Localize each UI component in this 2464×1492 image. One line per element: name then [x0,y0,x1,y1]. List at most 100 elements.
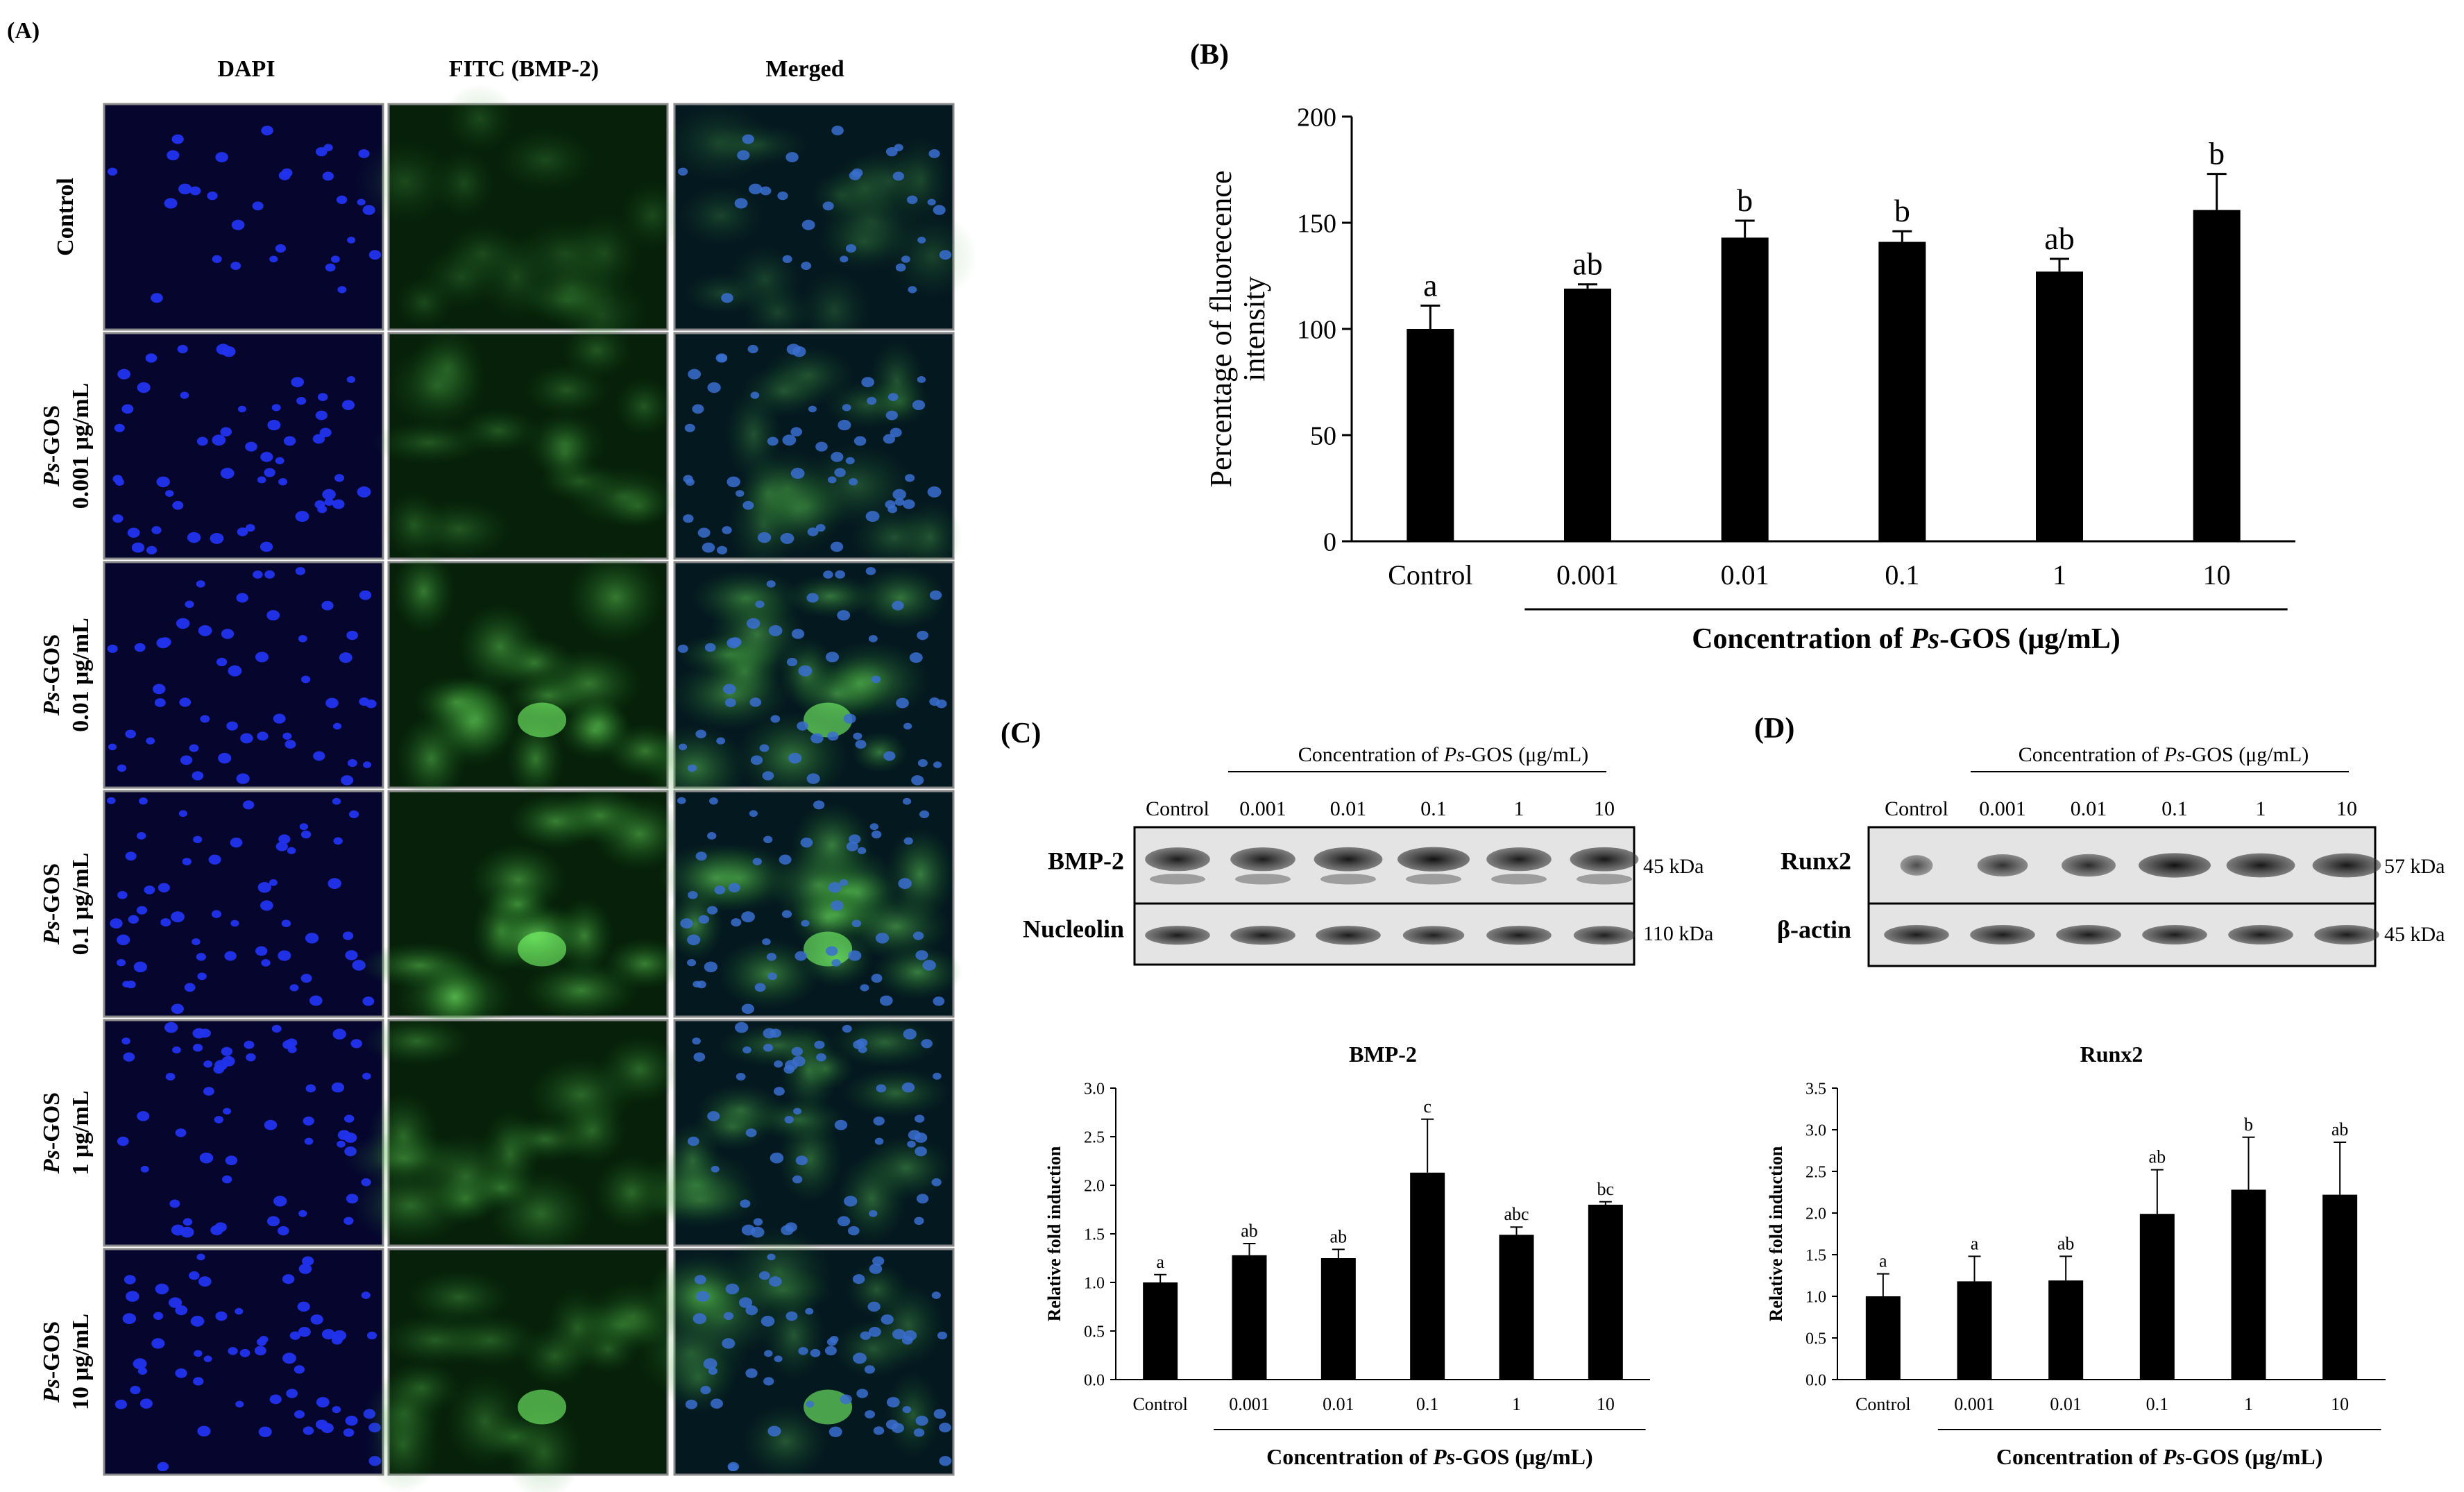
y-axis-label: Relative fold induction [1044,1146,1064,1321]
panel-b-label: (B) [1190,39,1229,71]
lane-label: 1 [1514,797,1524,820]
lane-label: 0.01 [2071,797,2107,820]
micrograph-merged [664,101,978,352]
row-label: Ps-GOS 10 μg/mL [39,1314,94,1410]
significance-letter: b [1894,193,1910,228]
protein-band [2312,853,2381,878]
y-tick-label: 50 [1310,421,1336,450]
micrograph-row [103,1226,955,1492]
lane-label: Control [1885,797,1948,820]
panel-d-western-blot: (D) Concentration of Ps-GOS (μg/mL) Cont… [1754,713,2445,967]
micrograph-fitc [343,1016,682,1258]
x-tick-label: 0.001 [1229,1394,1270,1414]
bar [1232,1255,1267,1380]
protein-band [2142,925,2207,944]
micrograph-merged [633,1226,955,1479]
column-header-dapi: DAPI [217,56,275,82]
y-tick-label: 150 [1297,209,1336,238]
x-tick-label: 0.01 [1721,559,1769,591]
x-tick-label: Control [1855,1394,1910,1414]
y-tick-label: 1.0 [1805,1288,1826,1306]
protein-band [1314,847,1383,872]
x-tick-label: 0.01 [2050,1394,2082,1414]
protein-band [1230,847,1295,872]
significance-letter: a [1423,267,1437,303]
lane-label: 1 [2256,797,2266,820]
y-tick-label: 1.0 [1084,1274,1105,1292]
row-label: Ps-GOS 0.001 μg/mL [39,383,94,509]
panel-a-label: (A) [7,18,40,44]
protein-band [1970,925,2035,944]
bar [1957,1281,1992,1380]
bar [1865,1296,1901,1380]
blot-membrane [1133,826,1635,905]
significance-letter: ab [2044,221,2074,256]
protein-band [2062,854,2116,877]
micrograph-merged [656,790,963,1018]
bar [1499,1235,1534,1380]
protein-band [2226,853,2295,878]
y-tick-label: 3.0 [1084,1080,1105,1098]
protein-band [1977,854,2028,877]
chart-b: 0 50 100 150 200 a Control ab 0.001 b 0.01 b 0.1 ab 1 b… [1204,103,2295,655]
protein-band [1397,847,1470,872]
protein-band [2314,925,2379,944]
x-tick-label: 1 [2244,1394,2253,1414]
bar [2231,1189,2266,1380]
significance-letter: b [2209,136,2225,171]
significance-letter: bc [1597,1179,1615,1199]
column-header-merged: Merged [765,56,844,82]
y-tick-label: 0.0 [1084,1371,1105,1389]
micrograph-row [103,787,963,1036]
lane-label: Control [1146,797,1209,820]
y-tick-label: 100 [1297,315,1336,344]
significance-letter: ab [2331,1119,2349,1139]
protein-band [1230,926,1295,945]
micrograph-dapi [103,1248,384,1476]
micrograph-dapi [103,103,384,331]
protein-band [1573,926,1635,945]
chart-title: BMP-2 [1349,1042,1417,1067]
bar [1721,237,1769,541]
significance-letter: b [2244,1114,2253,1135]
protein-band [1145,926,1210,945]
x-tick-label: 0.01 [1323,1394,1354,1414]
significance-letter: a [1879,1251,1887,1271]
blot-kda-label: 57 kDa [2384,855,2445,878]
blot-c-body: Control 0.001 0.01 0.1 1 10 BMP-2 45 kDa Nucleol… [1023,797,1713,966]
row-label: Ps-GOS 0.1 μg/mL [39,853,94,956]
blot-kda-label: 45 kDa [1643,855,1703,878]
y-tick-label: 1.5 [1084,1226,1105,1244]
micrograph-row [103,321,962,575]
chart-c-bmp2: 0.0 0.5 1.0 1.5 2.0 2.5 3.0 a Control ab 0.001 ab 0.… [1044,1042,1650,1469]
protein-band [1570,847,1639,872]
blot-kda-label: 110 kDa [1643,922,1713,945]
y-tick-label: 0.5 [1805,1330,1826,1348]
panel-c-western-blot: (C) Concentration of Ps-GOS (μg/mL) Cont… [1001,718,1713,966]
row-label: Ps-GOS 1 μg/mL [39,1090,94,1175]
lane-label: 0.1 [2161,797,2188,820]
significance-letter: a [1971,1233,1979,1253]
panel-d-label: (D) [1754,713,1794,745]
blot-protein-name: Nucleolin [1023,915,1124,942]
micrograph-merged [673,332,962,575]
micrograph-merged [636,1017,955,1247]
protein-band [1145,847,1210,872]
y-tick-label: 3.0 [1805,1121,1826,1139]
micrograph-row [103,548,955,811]
x-tick-label: 10 [1597,1394,1615,1414]
micrograph-dapi [103,1019,384,1247]
x-axis-label: Concentration of Ps-GOS (μg/mL) [1692,623,2121,655]
significance-letter: a [1156,1252,1164,1272]
significance-letter: b [1737,183,1753,218]
protein-band [1486,847,1552,872]
blot-membrane [1867,826,2377,905]
y-axis-label: Relative fold induction [1766,1146,1786,1321]
blot-d-header: Concentration of Ps-GOS (μg/mL) [2019,743,2309,766]
bar [2139,1214,2175,1380]
x-tick-label: 0.1 [1885,559,1919,591]
y-tick-label: 0.5 [1084,1323,1105,1341]
protein-band [1402,926,1465,945]
x-tick-label: Control [1132,1394,1187,1414]
